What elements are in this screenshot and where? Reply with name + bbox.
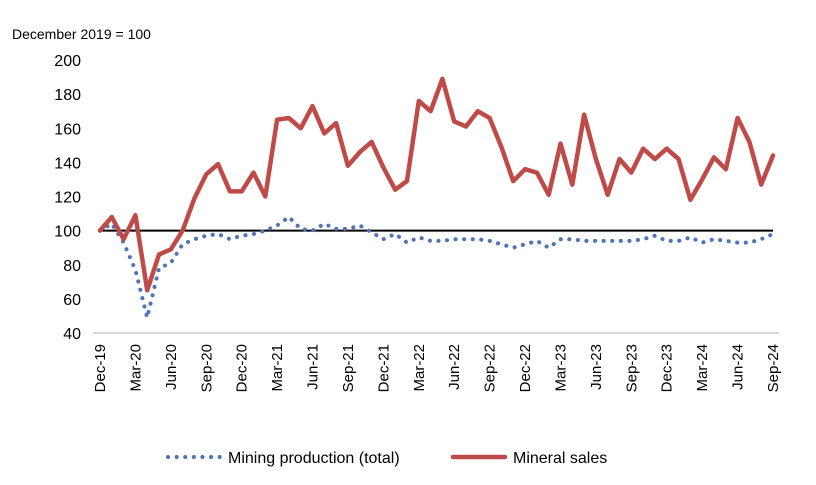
x-axis-ticks: Dec-19 Mar-20 Jun-20 Sep-20 Dec-20 Mar-21 Jun-… [92,344,782,392]
x-tick-label: Dec-21 [375,344,392,392]
legend: Mining production (total) Mineral sales [166,450,607,467]
x-tick-label: Sep-23 [623,344,640,392]
x-tick-label: Mar-22 [411,344,428,392]
x-tick-label: Jun-22 [446,344,463,390]
y-tick-label: 100 [54,224,81,241]
y-tick-label: 80 [63,258,81,275]
y-tick-label: 160 [54,121,81,138]
legend-label-mining-production: Mining production (total) [228,450,400,467]
x-tick-label: Dec-20 [234,344,251,392]
y-tick-label: 120 [54,190,81,207]
mineral-sales-line [97,76,776,293]
x-tick-label: Sep-22 [482,344,499,392]
y-tick-label: 180 [54,87,81,104]
y-tick-label: 40 [63,326,81,343]
x-tick-label: Dec-22 [517,344,534,392]
x-tick-label: Sep-24 [765,344,782,392]
x-tick-label: Mar-20 [127,344,144,392]
x-tick-label: Dec-23 [659,344,676,392]
x-tick-label: Jun-24 [730,344,747,390]
x-tick-label: Dec-19 [92,344,109,392]
unit-label: December 2019 = 100 [12,26,151,42]
series-layer [97,76,776,319]
x-tick-label: Jun-23 [588,344,605,390]
x-tick-label: Sep-20 [198,344,215,392]
x-tick-label: Mar-21 [269,344,286,392]
x-tick-label: Sep-21 [340,344,357,392]
mining-production-line [98,214,775,319]
legend-label-mineral-sales: Mineral sales [513,450,607,467]
x-tick-label: Mar-24 [694,344,711,392]
x-tick-label: Jun-21 [305,344,322,390]
y-axis-ticks: 40 60 80 100 120 140 160 180 200 [54,53,81,343]
y-tick-label: 140 [54,155,81,172]
y-tick-label: 60 [63,292,81,309]
x-tick-label: Jun-20 [163,344,180,390]
x-tick-label: Mar-23 [552,344,569,392]
y-tick-label: 200 [54,53,81,70]
